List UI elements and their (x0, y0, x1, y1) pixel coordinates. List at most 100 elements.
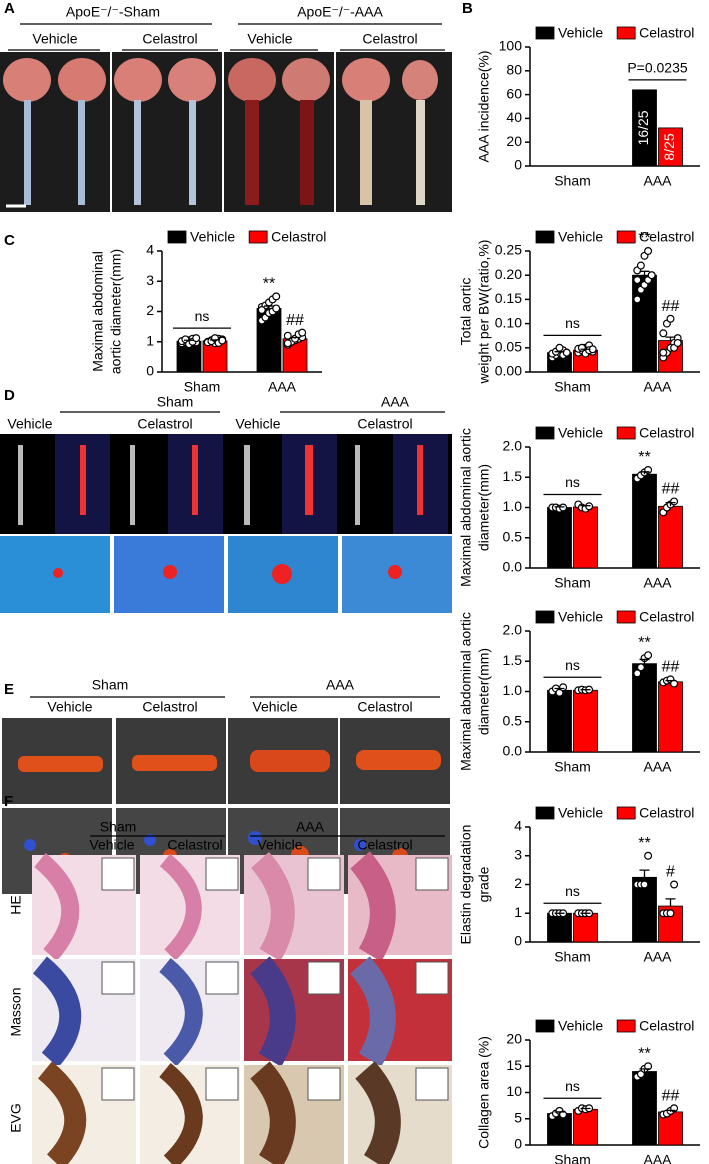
y-tick-label: 1 (146, 332, 154, 348)
legend-swatch (616, 426, 636, 440)
y-axis-label: Collagen area (%) (476, 1036, 492, 1149)
data-point (644, 851, 653, 860)
x-tick-label: AAA (643, 173, 672, 189)
data-point (559, 683, 568, 692)
y-tick-label: 1.0 (503, 498, 523, 514)
error-bar (554, 687, 565, 691)
error-bar (554, 1111, 565, 1114)
condition-label: Vehicle (247, 31, 292, 47)
bar (632, 1071, 657, 1146)
panel-letter: C (4, 232, 15, 249)
panel-letter: F (4, 793, 13, 810)
data-point (636, 1070, 645, 1079)
x-tick-label: AAA (643, 759, 672, 775)
y-tick-label: 1 (514, 904, 522, 920)
legend-swatch (616, 610, 636, 624)
error-bar (639, 658, 650, 664)
error-bar (580, 505, 591, 507)
condition-label: Vehicle (257, 837, 302, 853)
bar (573, 506, 598, 569)
y-tick-label: 4 (514, 818, 522, 834)
bar (658, 127, 683, 167)
significance: ** (638, 634, 650, 651)
y-axis-label: weight per BW(ratio,%) (476, 240, 492, 385)
stain-label: Masson (8, 987, 24, 1036)
data-point (636, 663, 645, 672)
legend-label: Celastrol (639, 609, 694, 625)
error-bar (639, 869, 650, 878)
x-tick-label: Sham (554, 173, 591, 189)
y-tick-label: 20 (506, 1031, 522, 1047)
y-tick-label: 2.0 (503, 438, 523, 454)
y-tick-label: 0.5 (503, 528, 523, 544)
value-label: 8/25 (661, 133, 677, 160)
y-tick-label: 0.15 (495, 290, 522, 306)
data-point (562, 348, 571, 357)
data-point (633, 295, 642, 304)
y-tick-label: 4 (146, 242, 154, 258)
data-point (644, 1062, 653, 1071)
bar (547, 912, 572, 943)
y-axis-label: Maximal abdominal (90, 251, 106, 372)
x-tick-label: AAA (268, 379, 297, 395)
condition-label: Vehicle (47, 699, 92, 715)
panel-letter: A (4, 0, 15, 17)
legend-label: Celastrol (639, 25, 694, 41)
legend-swatch (535, 610, 555, 624)
data-point (659, 348, 668, 357)
legend-swatch (616, 26, 636, 40)
legend-label: Vehicle (558, 25, 603, 41)
group-label: AAA (296, 819, 325, 835)
y-tick-label: 0.20 (495, 266, 522, 282)
comparison-label: P=0.0235 (627, 60, 688, 76)
legend-label: Vehicle (190, 229, 235, 245)
bar (658, 505, 683, 569)
legend-label: Celastrol (639, 229, 694, 245)
x-tick-label: Sham (554, 949, 591, 965)
legend-swatch (616, 230, 636, 244)
condition-label: Celastrol (142, 699, 197, 715)
group-label: Sham (157, 394, 194, 410)
legend-swatch (616, 1019, 636, 1033)
data-point (559, 1110, 568, 1119)
condition-label: Celastrol (357, 699, 412, 715)
y-tick-label: 1.5 (503, 652, 523, 668)
error-bar (580, 348, 591, 351)
x-tick-label: AAA (643, 1152, 672, 1164)
significance: ## (662, 659, 680, 676)
y-axis-label: diameter(mm) (476, 648, 492, 735)
data-point (636, 261, 645, 270)
panel-letter: D (4, 387, 15, 404)
ct-images (0, 434, 452, 613)
significance: ** (638, 230, 650, 247)
legend-label: Vehicle (558, 425, 603, 441)
legend-swatch (535, 230, 555, 244)
error-bar (580, 689, 591, 691)
data-point (283, 331, 292, 340)
error-bar (554, 506, 565, 508)
condition-label: Vehicle (89, 837, 134, 853)
y-tick-label: 1.0 (503, 682, 523, 698)
panel-letter: B (462, 0, 473, 17)
photo-a (0, 52, 452, 212)
condition-label: Celastrol (357, 416, 412, 432)
data-point (670, 497, 679, 506)
bar (573, 1108, 598, 1146)
group-label: Sham (92, 677, 129, 693)
legend-label: Vehicle (558, 1018, 603, 1034)
group-label: AAA (381, 394, 410, 410)
error-bar (665, 336, 676, 341)
significance: ** (638, 1045, 650, 1062)
significance: ## (286, 312, 304, 329)
comparison-label: ns (565, 315, 580, 331)
value-label: 16/25 (635, 110, 651, 145)
legend-label: Celastrol (271, 229, 326, 245)
y-axis-label: Maximal abdominal aortic (458, 612, 474, 771)
comparison-label: ns (565, 1078, 580, 1094)
bar (632, 663, 657, 753)
error-bar (639, 471, 650, 475)
data-point (659, 329, 668, 338)
data-point (272, 292, 281, 301)
